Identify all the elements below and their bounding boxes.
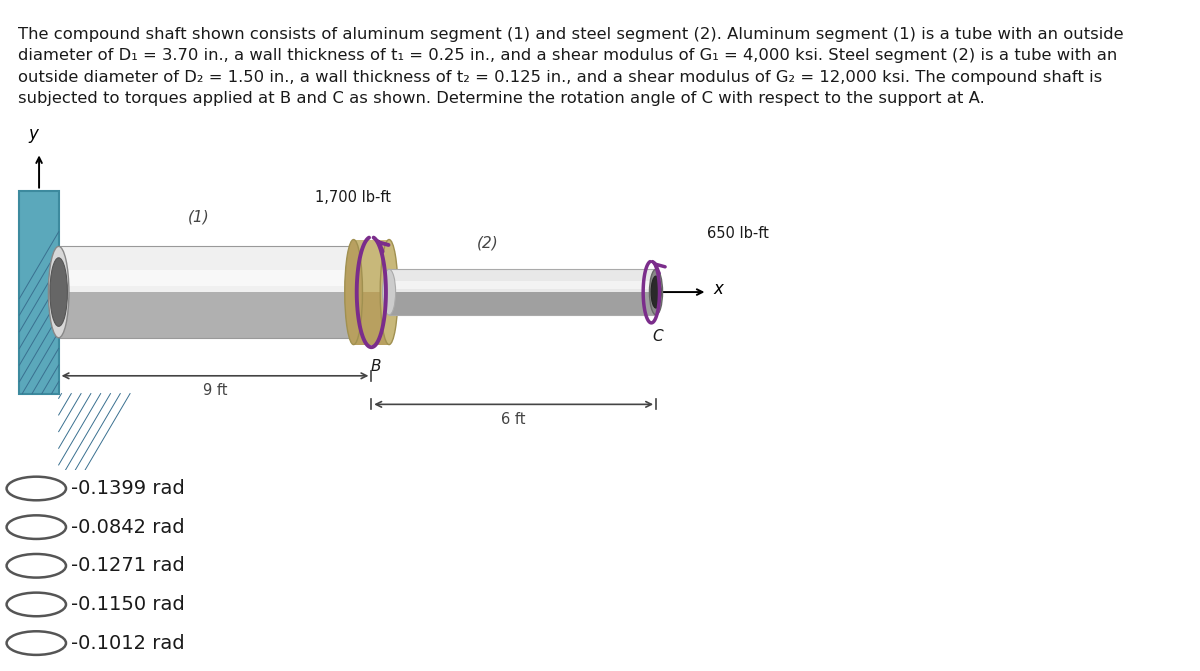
Text: -0.1150 rad: -0.1150 rad bbox=[72, 595, 185, 614]
Text: B: B bbox=[371, 358, 382, 374]
Text: C: C bbox=[653, 329, 664, 344]
Polygon shape bbox=[59, 292, 371, 338]
Text: (2): (2) bbox=[478, 236, 499, 250]
Bar bbox=[19, 191, 59, 394]
Polygon shape bbox=[354, 292, 389, 345]
Polygon shape bbox=[389, 280, 656, 289]
Text: 1,700 lb-ft: 1,700 lb-ft bbox=[314, 190, 391, 205]
Ellipse shape bbox=[48, 246, 68, 338]
Ellipse shape bbox=[50, 258, 67, 326]
Text: outside diameter of D₂ = 1.50 in., a wall thickness of t₂ = 0.125 in., and a she: outside diameter of D₂ = 1.50 in., a wal… bbox=[18, 70, 1103, 85]
Polygon shape bbox=[389, 292, 656, 315]
Text: 6 ft: 6 ft bbox=[502, 412, 526, 427]
Polygon shape bbox=[59, 270, 371, 286]
Text: -0.1399 rad: -0.1399 rad bbox=[72, 479, 185, 498]
Text: x: x bbox=[714, 280, 724, 298]
Ellipse shape bbox=[344, 240, 362, 345]
Text: diameter of D₁ = 3.70 in., a wall thickness of t₁ = 0.25 in., and a shear modulu: diameter of D₁ = 3.70 in., a wall thickn… bbox=[18, 48, 1117, 63]
Text: 650 lb-ft: 650 lb-ft bbox=[707, 225, 769, 241]
Ellipse shape bbox=[383, 269, 396, 315]
Polygon shape bbox=[59, 246, 371, 292]
Text: subjected to torques applied at B and C as shown. Determine the rotation angle o: subjected to torques applied at B and C … bbox=[18, 91, 985, 106]
Text: -0.1271 rad: -0.1271 rad bbox=[72, 556, 185, 575]
Text: (1): (1) bbox=[187, 209, 210, 224]
Ellipse shape bbox=[649, 269, 662, 315]
Text: 9 ft: 9 ft bbox=[203, 383, 227, 399]
Text: y: y bbox=[29, 125, 38, 143]
Polygon shape bbox=[389, 269, 656, 292]
Text: The compound shaft shown consists of aluminum segment (1) and steel segment (2).: The compound shaft shown consists of alu… bbox=[18, 27, 1123, 42]
Text: A: A bbox=[24, 319, 35, 334]
Ellipse shape bbox=[380, 240, 398, 345]
Ellipse shape bbox=[361, 246, 382, 338]
Text: -0.1012 rad: -0.1012 rad bbox=[72, 633, 185, 653]
Ellipse shape bbox=[652, 276, 661, 308]
Polygon shape bbox=[354, 240, 389, 292]
Text: -0.0842 rad: -0.0842 rad bbox=[72, 517, 185, 537]
